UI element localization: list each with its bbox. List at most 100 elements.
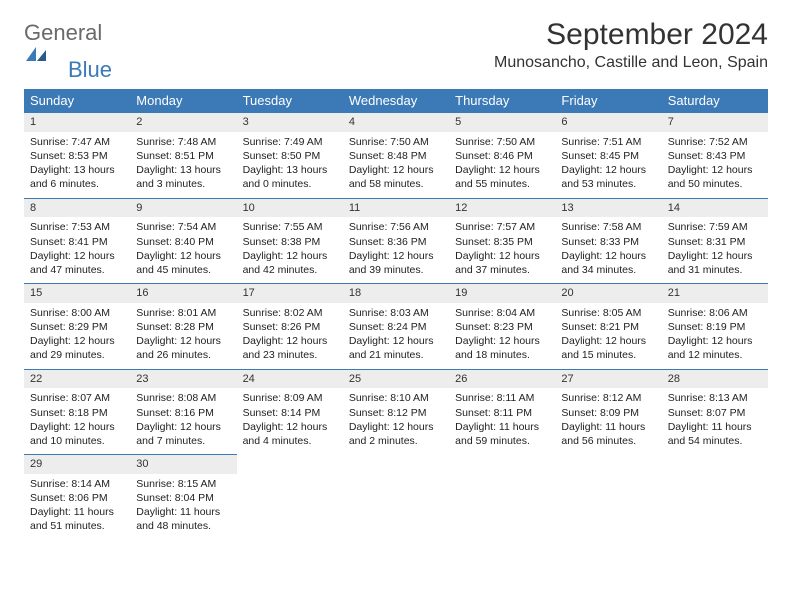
day-details: Sunrise: 8:15 AMSunset: 8:04 PMDaylight:…: [130, 474, 236, 540]
day-number: 8: [24, 198, 130, 218]
daylight-text: Daylight: 13 hours and 3 minutes.: [136, 163, 230, 191]
sunrise-text: Sunrise: 8:05 AM: [561, 306, 655, 320]
daylight-text: Daylight: 12 hours and 47 minutes.: [30, 249, 124, 277]
sunset-text: Sunset: 8:35 PM: [455, 235, 549, 249]
sunrise-text: Sunrise: 7:59 AM: [668, 220, 762, 234]
daylight-text: Daylight: 11 hours and 56 minutes.: [561, 420, 655, 448]
calendar-cell: 8Sunrise: 7:53 AMSunset: 8:41 PMDaylight…: [24, 198, 130, 284]
day-details: Sunrise: 7:53 AMSunset: 8:41 PMDaylight:…: [24, 217, 130, 283]
day-number: 12: [449, 198, 555, 218]
day-header-tue: Tuesday: [237, 89, 343, 112]
daylight-text: Daylight: 12 hours and 34 minutes.: [561, 249, 655, 277]
calendar-cell: 15Sunrise: 8:00 AMSunset: 8:29 PMDayligh…: [24, 283, 130, 369]
day-details: Sunrise: 8:13 AMSunset: 8:07 PMDaylight:…: [662, 388, 768, 454]
calendar-cell-empty: [555, 454, 661, 540]
sunset-text: Sunset: 8:19 PM: [668, 320, 762, 334]
daylight-text: Daylight: 11 hours and 54 minutes.: [668, 420, 762, 448]
daylight-text: Daylight: 12 hours and 42 minutes.: [243, 249, 337, 277]
day-details: Sunrise: 8:02 AMSunset: 8:26 PMDaylight:…: [237, 303, 343, 369]
sunrise-text: Sunrise: 7:49 AM: [243, 135, 337, 149]
sunrise-text: Sunrise: 8:06 AM: [668, 306, 762, 320]
sunrise-text: Sunrise: 7:55 AM: [243, 220, 337, 234]
calendar-cell: 5Sunrise: 7:50 AMSunset: 8:46 PMDaylight…: [449, 112, 555, 198]
daylight-text: Daylight: 12 hours and 23 minutes.: [243, 334, 337, 362]
day-number: 23: [130, 369, 236, 389]
daylight-text: Daylight: 12 hours and 26 minutes.: [136, 334, 230, 362]
day-details: Sunrise: 7:48 AMSunset: 8:51 PMDaylight:…: [130, 132, 236, 198]
day-details: Sunrise: 8:03 AMSunset: 8:24 PMDaylight:…: [343, 303, 449, 369]
day-header-wed: Wednesday: [343, 89, 449, 112]
sunrise-text: Sunrise: 8:11 AM: [455, 391, 549, 405]
day-number: 19: [449, 283, 555, 303]
daylight-text: Daylight: 12 hours and 37 minutes.: [455, 249, 549, 277]
sunset-text: Sunset: 8:53 PM: [30, 149, 124, 163]
calendar-cell: 18Sunrise: 8:03 AMSunset: 8:24 PMDayligh…: [343, 283, 449, 369]
calendar-cell: 27Sunrise: 8:12 AMSunset: 8:09 PMDayligh…: [555, 369, 661, 455]
daylight-text: Daylight: 12 hours and 2 minutes.: [349, 420, 443, 448]
sunset-text: Sunset: 8:43 PM: [668, 149, 762, 163]
calendar-body: 1Sunrise: 7:47 AMSunset: 8:53 PMDaylight…: [24, 112, 768, 540]
sunrise-text: Sunrise: 7:50 AM: [349, 135, 443, 149]
calendar-cell: 20Sunrise: 8:05 AMSunset: 8:21 PMDayligh…: [555, 283, 661, 369]
sunset-text: Sunset: 8:31 PM: [668, 235, 762, 249]
day-details: Sunrise: 8:01 AMSunset: 8:28 PMDaylight:…: [130, 303, 236, 369]
day-details: Sunrise: 8:06 AMSunset: 8:19 PMDaylight:…: [662, 303, 768, 369]
day-number: 18: [343, 283, 449, 303]
sunset-text: Sunset: 8:11 PM: [455, 406, 549, 420]
calendar-cell-empty: [449, 454, 555, 540]
sunrise-text: Sunrise: 7:58 AM: [561, 220, 655, 234]
day-number: 1: [24, 112, 130, 132]
sunrise-text: Sunrise: 8:10 AM: [349, 391, 443, 405]
location-text: Munosancho, Castille and Leon, Spain: [494, 54, 768, 72]
day-header-sun: Sunday: [24, 89, 130, 112]
sunset-text: Sunset: 8:40 PM: [136, 235, 230, 249]
day-number: 14: [662, 198, 768, 218]
daylight-text: Daylight: 12 hours and 45 minutes.: [136, 249, 230, 277]
calendar-cell: 26Sunrise: 8:11 AMSunset: 8:11 PMDayligh…: [449, 369, 555, 455]
daylight-text: Daylight: 12 hours and 31 minutes.: [668, 249, 762, 277]
day-number: 9: [130, 198, 236, 218]
sunrise-text: Sunrise: 8:02 AM: [243, 306, 337, 320]
sunset-text: Sunset: 8:28 PM: [136, 320, 230, 334]
day-number: 7: [662, 112, 768, 132]
sunset-text: Sunset: 8:24 PM: [349, 320, 443, 334]
day-number: 24: [237, 369, 343, 389]
sunrise-text: Sunrise: 7:52 AM: [668, 135, 762, 149]
day-details: Sunrise: 8:14 AMSunset: 8:06 PMDaylight:…: [24, 474, 130, 540]
daylight-text: Daylight: 13 hours and 6 minutes.: [30, 163, 124, 191]
sunset-text: Sunset: 8:14 PM: [243, 406, 337, 420]
sunset-text: Sunset: 8:45 PM: [561, 149, 655, 163]
day-details: Sunrise: 8:09 AMSunset: 8:14 PMDaylight:…: [237, 388, 343, 454]
day-details: Sunrise: 8:08 AMSunset: 8:16 PMDaylight:…: [130, 388, 236, 454]
calendar-cell: 11Sunrise: 7:56 AMSunset: 8:36 PMDayligh…: [343, 198, 449, 284]
day-details: Sunrise: 7:54 AMSunset: 8:40 PMDaylight:…: [130, 217, 236, 283]
sunrise-text: Sunrise: 8:00 AM: [30, 306, 124, 320]
day-number: 20: [555, 283, 661, 303]
day-number: 29: [24, 454, 130, 474]
daylight-text: Daylight: 11 hours and 51 minutes.: [30, 505, 124, 533]
calendar-cell-empty: [237, 454, 343, 540]
daylight-text: Daylight: 12 hours and 7 minutes.: [136, 420, 230, 448]
sunset-text: Sunset: 8:48 PM: [349, 149, 443, 163]
daylight-text: Daylight: 12 hours and 12 minutes.: [668, 334, 762, 362]
day-details: Sunrise: 7:52 AMSunset: 8:43 PMDaylight:…: [662, 132, 768, 198]
day-number: 22: [24, 369, 130, 389]
daylight-text: Daylight: 12 hours and 29 minutes.: [30, 334, 124, 362]
day-number: 17: [237, 283, 343, 303]
daylight-text: Daylight: 12 hours and 39 minutes.: [349, 249, 443, 277]
day-details: Sunrise: 7:50 AMSunset: 8:46 PMDaylight:…: [449, 132, 555, 198]
brand-blue: Blue: [68, 59, 112, 81]
daylight-text: Daylight: 12 hours and 10 minutes.: [30, 420, 124, 448]
day-number: 26: [449, 369, 555, 389]
sunrise-text: Sunrise: 8:07 AM: [30, 391, 124, 405]
calendar: Sunday Monday Tuesday Wednesday Thursday…: [24, 89, 768, 540]
day-details: Sunrise: 7:56 AMSunset: 8:36 PMDaylight:…: [343, 217, 449, 283]
daylight-text: Daylight: 12 hours and 58 minutes.: [349, 163, 443, 191]
sunrise-text: Sunrise: 8:12 AM: [561, 391, 655, 405]
sunset-text: Sunset: 8:06 PM: [30, 491, 124, 505]
sunset-text: Sunset: 8:23 PM: [455, 320, 549, 334]
daylight-text: Daylight: 12 hours and 50 minutes.: [668, 163, 762, 191]
calendar-week: 22Sunrise: 8:07 AMSunset: 8:18 PMDayligh…: [24, 369, 768, 455]
calendar-cell: 14 Sunrise: 7:59 AMSunset: 8:31 PMDayligh…: [662, 198, 768, 284]
day-header-sat: Saturday: [662, 89, 768, 112]
